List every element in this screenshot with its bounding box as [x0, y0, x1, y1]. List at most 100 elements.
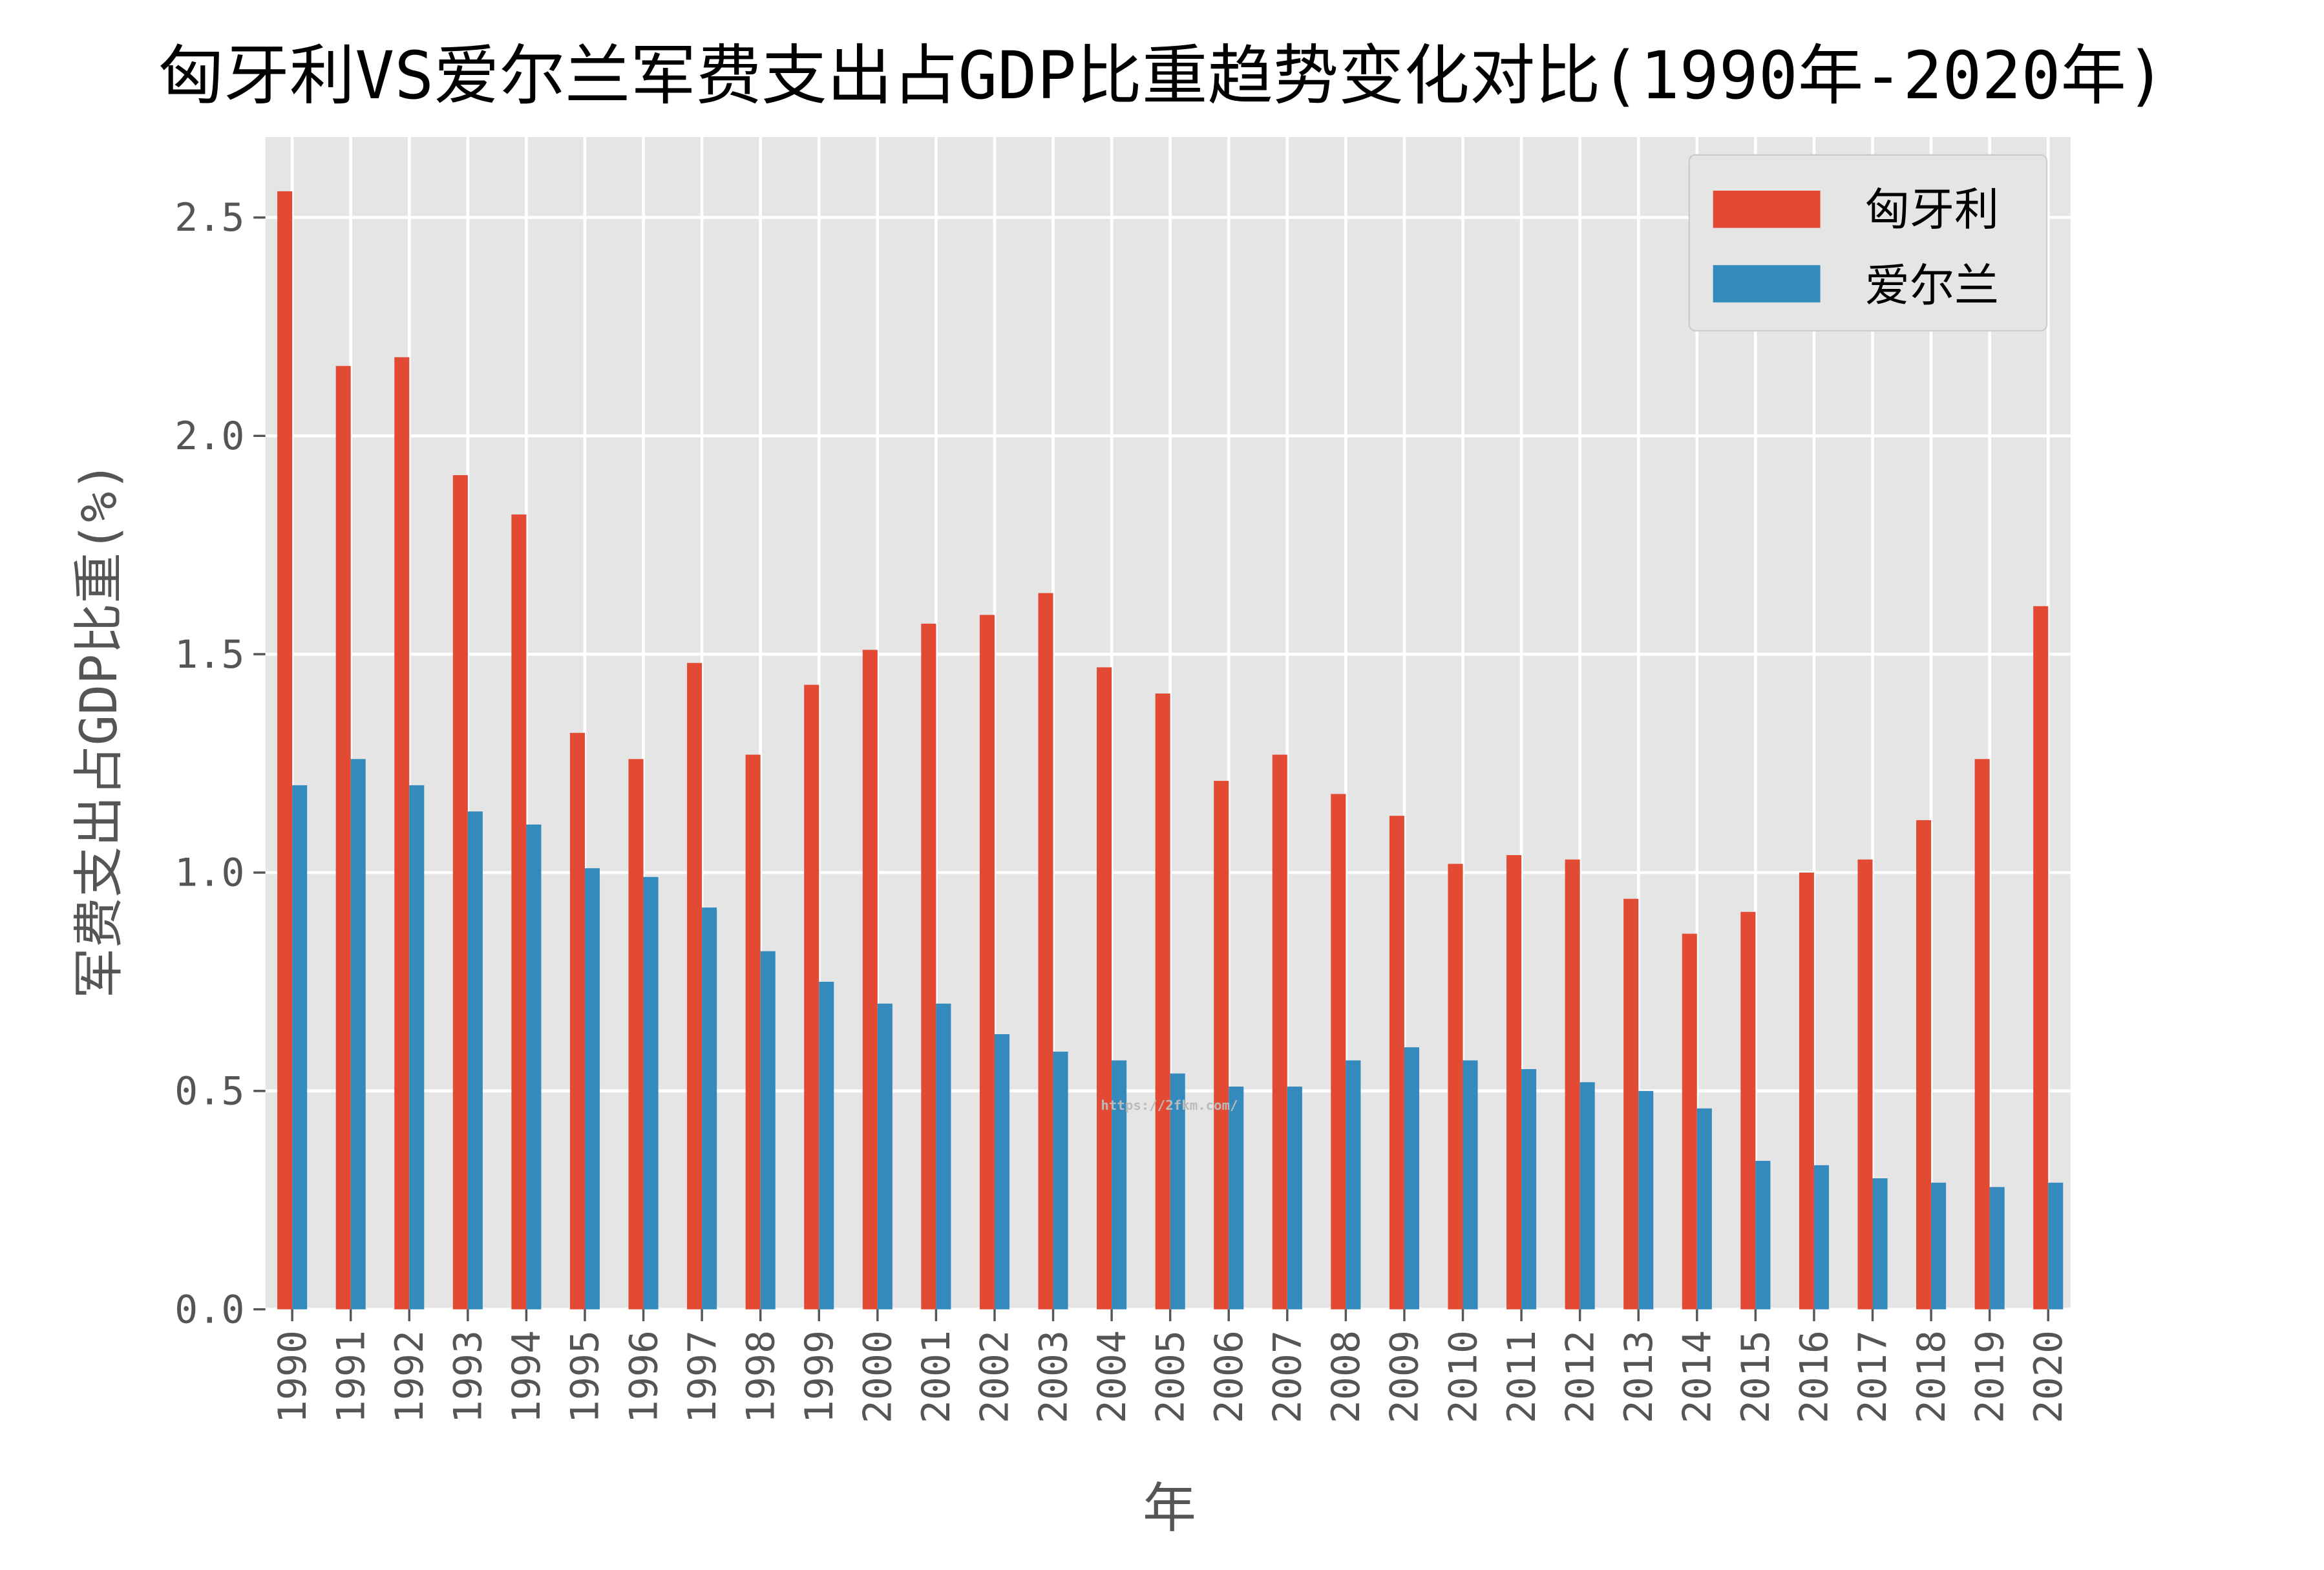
bar-hungary-2018 [1916, 820, 1932, 1310]
bar-hungary-1999 [804, 684, 819, 1310]
bar-hungary-2004 [1097, 667, 1112, 1310]
x-tick-label: 2013 [1616, 1330, 1662, 1423]
bar-ireland-1990 [292, 785, 308, 1310]
x-tick-label: 1999 [797, 1330, 842, 1423]
bar-ireland-2003 [1053, 1052, 1068, 1310]
legend-swatch-hungary [1713, 190, 1821, 228]
bar-ireland-1994 [526, 824, 542, 1310]
bar-hungary-2017 [1857, 859, 1873, 1310]
y-tick-label: 0.5 [174, 1069, 244, 1114]
bar-hungary-2009 [1389, 816, 1404, 1310]
bar-hungary-2015 [1740, 911, 1756, 1310]
bar-ireland-2006 [1229, 1087, 1244, 1310]
bar-ireland-2001 [936, 1003, 951, 1310]
x-tick-label: 2017 [1850, 1330, 1896, 1423]
x-tick-label: 2003 [1031, 1330, 1076, 1423]
bar-hungary-2014 [1682, 933, 1697, 1310]
legend-label-ireland: 爱尔兰 [1865, 260, 1999, 312]
bar-ireland-2004 [1112, 1060, 1127, 1310]
bar-hungary-1998 [745, 754, 761, 1310]
x-tick-label: 1990 [270, 1330, 315, 1423]
x-tick-label: 2001 [914, 1330, 959, 1423]
x-tick-label: 2006 [1207, 1330, 1252, 1423]
y-axis-label: 军费支出占GDP比重(%) [70, 461, 129, 999]
legend: 匈牙利 爱尔兰 [1688, 154, 2048, 332]
x-tick-label: 2004 [1090, 1330, 1135, 1423]
bar-hungary-1996 [628, 759, 644, 1310]
x-tick-label: 1996 [621, 1330, 666, 1423]
y-tick-label: 2.5 [174, 195, 244, 240]
x-tick-label: 1998 [738, 1330, 783, 1423]
legend-label-hungary: 匈牙利 [1865, 184, 1999, 236]
bar-hungary-1991 [335, 366, 351, 1310]
bar-hungary-2002 [979, 615, 995, 1310]
bar-ireland-2020 [2048, 1182, 2064, 1310]
x-tick-label: 1997 [680, 1330, 725, 1423]
x-axis-label: 年 [1143, 1477, 1196, 1540]
watermark: https://2fkm.com/ [1101, 1098, 1238, 1113]
x-tick-label: 2019 [1967, 1330, 2012, 1423]
bar-ireland-2012 [1579, 1082, 1595, 1310]
bar-hungary-1992 [394, 357, 410, 1310]
y-tick-label: 0.0 [174, 1287, 244, 1332]
x-tick-label: 2016 [1792, 1330, 1837, 1423]
bar-hungary-2005 [1155, 693, 1170, 1310]
bar-hungary-2010 [1448, 864, 1463, 1310]
bar-ireland-1999 [819, 981, 834, 1310]
y-tick-label: 1.0 [174, 851, 244, 896]
bar-hungary-2007 [1272, 754, 1287, 1310]
bar-ireland-1998 [760, 951, 776, 1310]
bar-hungary-2013 [1623, 898, 1639, 1310]
bar-ireland-2013 [1638, 1090, 1654, 1310]
bar-ireland-2015 [1755, 1160, 1771, 1310]
bar-hungary-2019 [1974, 759, 1990, 1310]
bar-hungary-2016 [1799, 873, 1814, 1310]
bar-hungary-2012 [1565, 859, 1580, 1310]
bar-hungary-1997 [687, 663, 702, 1310]
bar-ireland-2007 [1287, 1087, 1302, 1310]
bar-ireland-2019 [1989, 1187, 2005, 1310]
x-tick-label: 2005 [1148, 1330, 1193, 1423]
bar-ireland-2005 [1170, 1073, 1185, 1310]
bar-ireland-1992 [409, 785, 425, 1310]
bar-ireland-1991 [350, 759, 366, 1310]
x-tick-label: 2014 [1675, 1330, 1720, 1423]
y-tick-label: 2.0 [174, 414, 244, 459]
x-tick-label: 2008 [1324, 1330, 1369, 1423]
bar-ireland-2010 [1463, 1060, 1478, 1310]
legend-swatch-ireland [1713, 265, 1821, 302]
bar-hungary-1995 [569, 732, 585, 1310]
bar-hungary-2008 [1331, 794, 1346, 1310]
bar-ireland-2000 [877, 1003, 893, 1310]
bar-ireland-2011 [1521, 1069, 1537, 1310]
bar-hungary-1993 [452, 475, 468, 1310]
chart-title: 匈牙利VS爱尔兰军费支出占GDP比重趋势变化对比(1990年-2020年) [158, 37, 2166, 114]
bar-hungary-2006 [1214, 781, 1229, 1310]
bar-ireland-2008 [1346, 1060, 1361, 1310]
bar-ireland-2002 [994, 1034, 1010, 1310]
bar-hungary-2001 [921, 623, 936, 1310]
x-tick-label: 2000 [856, 1330, 901, 1423]
x-tick-label: 1994 [504, 1330, 549, 1423]
bar-hungary-2011 [1506, 854, 1522, 1310]
x-tick-label: 2012 [1558, 1330, 1603, 1423]
x-tick-label: 2018 [1909, 1330, 1954, 1423]
bar-hungary-2020 [2033, 606, 2049, 1310]
bar-ireland-2014 [1696, 1108, 1712, 1310]
bar-ireland-2009 [1404, 1047, 1419, 1310]
bar-ireland-2016 [1813, 1165, 1829, 1310]
bar-ireland-1996 [643, 876, 659, 1310]
bar-hungary-2003 [1038, 593, 1053, 1310]
bar-ireland-1995 [584, 868, 600, 1310]
x-tick-label: 2007 [1265, 1330, 1311, 1423]
x-tick-label: 2010 [1441, 1330, 1486, 1423]
x-tick-label: 1995 [563, 1330, 608, 1423]
x-tick-label: 2015 [1733, 1330, 1779, 1423]
y-tick-label: 1.5 [174, 632, 244, 677]
x-tick-label: 2002 [973, 1330, 1018, 1423]
bar-ireland-2018 [1931, 1182, 1947, 1310]
bar-ireland-1993 [467, 811, 483, 1310]
x-tick-label: 2011 [1499, 1330, 1545, 1423]
x-tick-label: 1991 [328, 1330, 374, 1423]
